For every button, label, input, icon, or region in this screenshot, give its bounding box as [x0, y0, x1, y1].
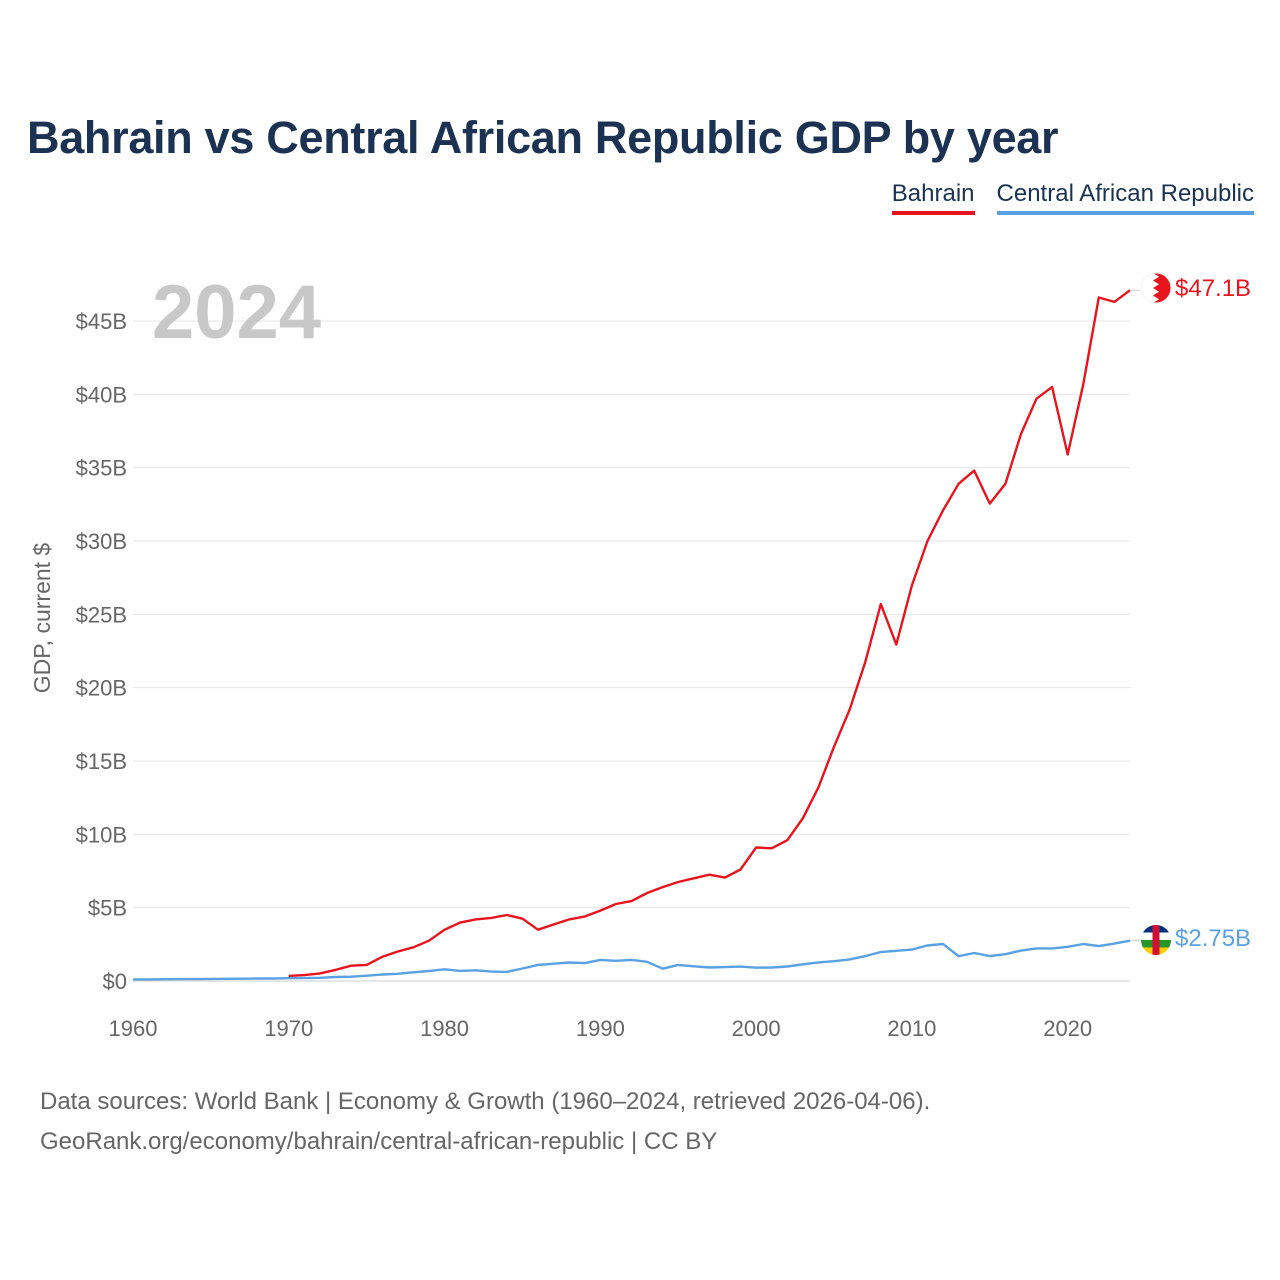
legend-item-central-african-republic[interactable]: Central African Republic: [996, 180, 1254, 215]
central-african-republic-end-label: $2.75B: [1175, 925, 1251, 952]
y-tick-label: $20B: [76, 676, 127, 701]
chart-title: Bahrain vs Central African Republic GDP …: [27, 112, 1059, 163]
x-tick-label: 1970: [264, 1016, 313, 1041]
x-tick-label: 2000: [732, 1016, 781, 1041]
data-source-note: Data sources: World Bank | Economy & Gro…: [40, 1088, 931, 1115]
series-line-bahrain: [288, 289, 1131, 978]
y-axis-label: GDP, current $: [29, 543, 55, 694]
y-tick-label: $30B: [76, 529, 127, 554]
x-tick-label: 2010: [887, 1016, 936, 1041]
y-tick-label: $45B: [76, 309, 127, 334]
x-tick-label: 1980: [420, 1016, 469, 1041]
y-tick-label: $10B: [76, 822, 127, 847]
x-tick-label: 2020: [1043, 1016, 1092, 1041]
x-tick-label: 1990: [576, 1016, 625, 1041]
y-tick-label: $15B: [76, 749, 127, 774]
footer: Data sources: World Bank | Economy & Gro…: [40, 1082, 930, 1162]
y-tick-label: $0: [103, 969, 127, 994]
series-line-central-african-republic: [133, 939, 1131, 981]
source-url[interactable]: GeoRank.org/economy/bahrain/central-afri…: [40, 1128, 718, 1155]
y-tick-label: $40B: [76, 382, 127, 407]
y-tick-label: $25B: [76, 602, 127, 627]
y-tick-label: $5B: [88, 896, 127, 921]
legend: Bahrain Central African Republic: [891, 180, 1254, 215]
y-axis-ticks: $0 $5B $10B $15B $20B $25B $30B $35B $40B $45B: [76, 309, 127, 994]
legend-item-bahrain[interactable]: Bahrain: [891, 180, 975, 215]
x-axis-ticks: 1960 1970 1980 1990 2000 2010 2020: [109, 1016, 1093, 1041]
bahrain-end-label: $47.1B: [1175, 275, 1251, 302]
central-african-republic-flag-icon: [1141, 925, 1171, 955]
x-tick-label: 1960: [109, 1016, 158, 1041]
bahrain-flag-icon: [1140, 272, 1172, 304]
current-year-label: 2024: [152, 270, 321, 355]
line-chart: 2024 GDP, current $ $0 $5B $10B $15B $20B $25…: [29, 270, 1251, 1041]
series-layer: [133, 289, 1140, 981]
end-markers: [1140, 272, 1172, 955]
grid-lines: [133, 320, 1130, 982]
y-tick-label: $35B: [76, 456, 127, 481]
